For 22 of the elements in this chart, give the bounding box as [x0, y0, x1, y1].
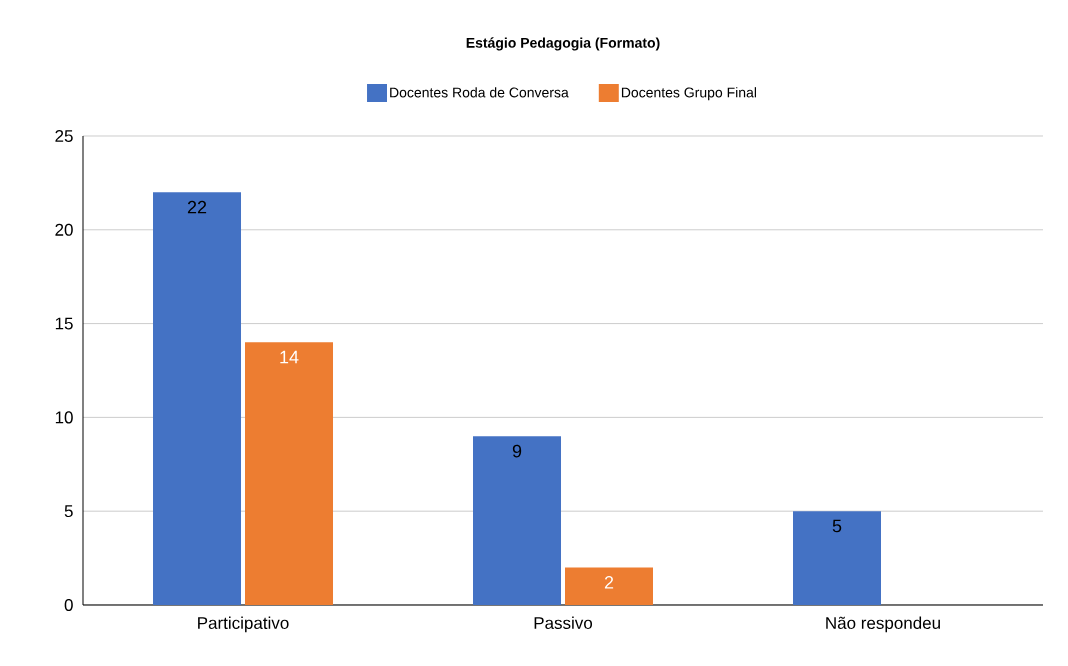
bar	[153, 192, 242, 605]
chart-title: Estágio Pedagogia (Formato)	[466, 37, 660, 51]
x-tick-label: Passivo	[534, 616, 593, 630]
data-label: 14	[280, 350, 299, 364]
data-label: 22	[187, 200, 207, 214]
data-label: 5	[832, 519, 842, 533]
y-tick-label: 0	[64, 598, 73, 612]
data-label: 9	[512, 444, 522, 458]
y-tick-label: 20	[55, 223, 73, 236]
legend-label: Docentes Grupo Final	[621, 87, 757, 101]
bar	[245, 342, 334, 605]
bar	[565, 567, 653, 605]
y-tick-label: 15	[55, 317, 73, 330]
y-tick-label: 5	[64, 505, 73, 518]
bar	[473, 436, 562, 605]
x-tick-label: Participativo	[198, 616, 289, 633]
y-tick-label: 10	[55, 411, 73, 424]
x-tick-label: Não respondeu	[826, 616, 940, 633]
y-tick-label: 25	[55, 129, 73, 143]
legend-label: Docentes Roda de Conversa	[390, 87, 569, 98]
bar	[793, 511, 881, 605]
data-label: 2	[604, 575, 614, 589]
